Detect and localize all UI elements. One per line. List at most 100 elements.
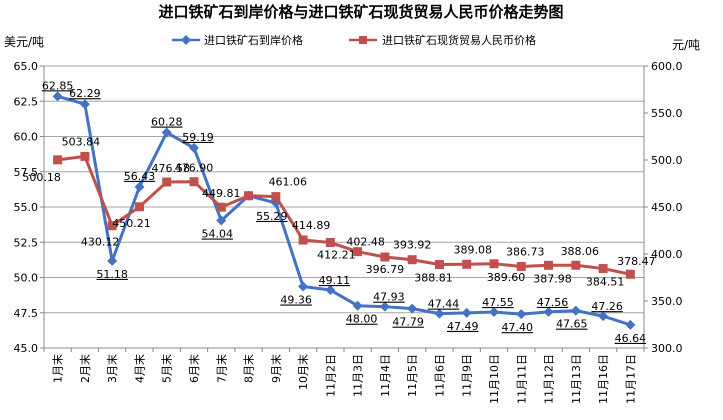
data-label-series-2: 503.84: [62, 135, 101, 148]
data-label-series-1: 60.28: [151, 116, 183, 129]
data-label-series-2: 450.21: [112, 217, 151, 230]
x-tick-label: 11月9日: [461, 354, 474, 397]
series-1-point: [516, 309, 527, 320]
series-2-point: [53, 155, 63, 165]
series-2-point: [134, 202, 144, 212]
data-label-series-1: 48.00: [346, 313, 378, 326]
series-1-point: [489, 307, 499, 318]
series-1-point: [189, 142, 199, 153]
x-tick-label: 4月末: [132, 354, 146, 383]
y-left-tick-label: 60.0: [14, 131, 39, 144]
x-tick-label: 8月末: [242, 354, 256, 383]
x-tick-label: 11月4日: [379, 354, 392, 397]
series-1-point: [407, 303, 418, 314]
x-tick-label: 10月末: [296, 354, 310, 390]
series-2-point: [380, 252, 390, 262]
data-label-series-1: 47.40: [502, 321, 534, 334]
data-label-series-1: 47.49: [447, 320, 479, 333]
data-label-series-1: 54.04: [202, 228, 234, 241]
data-label-series-1: 47.55: [482, 296, 514, 309]
data-label-series-1: 55.29: [256, 210, 288, 223]
chart-title: 进口铁矿石到岸价格与进口铁矿石现货贸易人民币价格走势图: [158, 3, 563, 21]
data-label-series-1: 47.93: [373, 291, 405, 304]
data-label-series-2: 396.79: [366, 263, 405, 276]
series-1-point: [107, 255, 118, 266]
data-label-series-2: 378.47: [617, 255, 656, 268]
data-label-series-2: 461.06: [269, 176, 308, 189]
legend-marker-series-2: [359, 36, 367, 44]
y-left-tick-label: 62.5: [14, 95, 39, 108]
y-right-tick-label: 300.0: [651, 342, 683, 355]
data-label-series-1: 47.26: [591, 300, 623, 313]
data-label-series-2: 476.58: [151, 162, 190, 175]
series-2-point: [107, 221, 117, 231]
x-tick-label: 11月10日: [488, 354, 501, 404]
y-right-tick-label: 500.0: [651, 154, 683, 167]
data-label-series-2: 412.21: [317, 249, 356, 262]
series-2-point: [353, 247, 363, 257]
y-left-tick-label: 50.0: [14, 272, 39, 285]
y-right-tick-label: 450.0: [651, 201, 683, 214]
series-line-2: [57, 154, 631, 276]
axes: 65.0 62.5 60.0 57.5 55.0 52.5 50.0 47.5 45.0 600.…: [14, 60, 683, 404]
series-1-point: [379, 301, 390, 312]
series-1-point: [598, 311, 609, 322]
y-right-tick-label: 350.0: [651, 295, 683, 308]
left-axis-unit: 美元/吨: [4, 35, 44, 49]
y-right-tick-label: 550.0: [651, 107, 683, 120]
y-left-tick-label: 45.0: [14, 342, 39, 355]
x-tick-label: 11月3日: [352, 354, 365, 397]
data-label-series-1: 47.56: [537, 296, 569, 309]
x-tick-label: 5月末: [160, 354, 174, 383]
legend: 进口铁矿石到岸价格 进口铁矿石现货贸易人民币价格: [172, 33, 536, 47]
series-2-point: [489, 259, 499, 269]
x-tick-label: 11月17日: [624, 354, 637, 404]
data-label-series-1: 47.79: [392, 316, 424, 329]
series-1-point: [134, 181, 145, 192]
data-label-series-1: 49.36: [280, 294, 312, 307]
data-label-series-1: 56.43: [124, 170, 156, 183]
x-tick-label: 6月末: [187, 354, 201, 383]
series-1-point: [352, 300, 363, 311]
data-label-series-1: 59.19: [182, 131, 214, 144]
data-label-series-1: 62.29: [69, 87, 101, 100]
series-1-point: [161, 127, 172, 138]
x-tick-label: 11月12日: [543, 354, 556, 404]
series-1-point: [434, 308, 445, 319]
data-label-series-1: 46.64: [615, 332, 647, 345]
series-1-point: [461, 307, 472, 318]
data-label-series-1: 49.11: [319, 274, 351, 287]
series-2-point: [244, 191, 254, 201]
data-label-series-1: 47.44: [428, 298, 460, 311]
series-1-point: [570, 305, 581, 316]
data-label-series-2: 389.08: [453, 243, 492, 256]
x-tick-label: 11月16日: [597, 354, 610, 404]
series-1-point: [298, 281, 309, 292]
series-2-point: [189, 177, 199, 187]
series-2-point: [544, 260, 554, 270]
series-1-point: [625, 319, 636, 330]
y-left-tick-label: 52.5: [14, 236, 39, 249]
data-label-series-2: 388.81: [414, 272, 453, 285]
series-2-point: [216, 202, 226, 212]
x-tick-label: 11月2日: [324, 354, 337, 397]
data-label-series-2: 430.12: [81, 236, 120, 249]
series-2-point: [571, 260, 581, 270]
x-tick-label: 9月末: [269, 354, 283, 383]
x-tick-label: 11月13日: [570, 354, 583, 404]
data-label-series-2: 449.81: [202, 187, 241, 200]
y-left-tick-label: 47.5: [14, 307, 39, 320]
data-label-series-2: 402.48: [346, 236, 385, 249]
data-label-series-1: 47.65: [556, 318, 588, 331]
legend-label-series-2: 进口铁矿石现货贸易人民币价格: [382, 33, 536, 47]
x-tick-label: 7月末: [214, 354, 228, 383]
series-1-point: [216, 215, 227, 226]
series-2-point: [598, 264, 608, 274]
data-label-series-2: 388.06: [561, 245, 600, 258]
x-tick-label: 11月5日: [406, 354, 419, 397]
series-2-point: [80, 151, 90, 161]
y-left-tick-label: 55.0: [14, 201, 39, 214]
data-label-series-2: 389.60: [487, 271, 526, 284]
